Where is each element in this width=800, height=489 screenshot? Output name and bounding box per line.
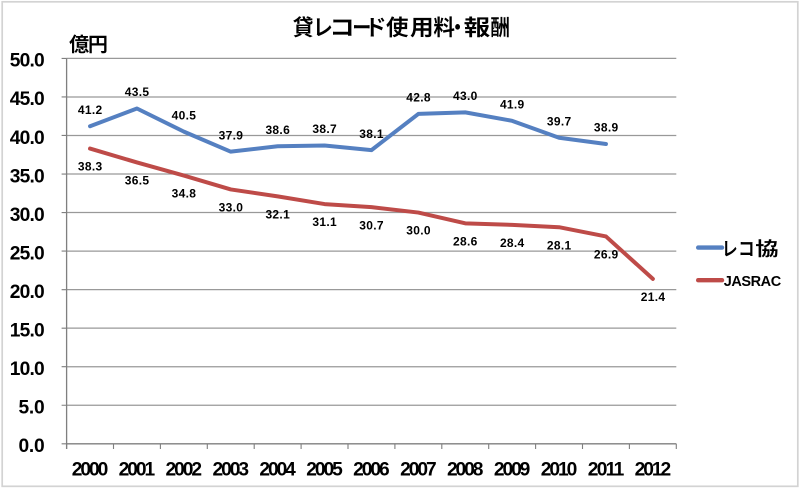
svg-text:25.0: 25.0 <box>10 243 45 264</box>
svg-text:2006: 2006 <box>353 460 390 481</box>
svg-text:2011: 2011 <box>588 460 625 481</box>
svg-text:41.9: 41.9 <box>500 98 525 112</box>
svg-text:30.0: 30.0 <box>406 224 431 238</box>
svg-text:41.2: 41.2 <box>78 103 103 117</box>
svg-text:36.5: 36.5 <box>125 174 150 188</box>
svg-text:30.7: 30.7 <box>359 218 384 232</box>
svg-text:10.0: 10.0 <box>10 359 45 380</box>
svg-text:28.1: 28.1 <box>547 238 572 252</box>
svg-text:2001: 2001 <box>119 460 156 481</box>
svg-text:32.1: 32.1 <box>265 208 290 222</box>
svg-text:2003: 2003 <box>213 460 249 481</box>
svg-text:37.9: 37.9 <box>219 128 244 142</box>
svg-text:2002: 2002 <box>166 460 203 481</box>
svg-text:0.0: 0.0 <box>19 436 45 457</box>
svg-text:31.1: 31.1 <box>312 215 337 229</box>
svg-text:40.5: 40.5 <box>172 108 197 122</box>
svg-text:40.0: 40.0 <box>10 128 45 149</box>
svg-text:28.4: 28.4 <box>500 236 525 250</box>
svg-text:38.3: 38.3 <box>78 160 103 174</box>
svg-text:20.0: 20.0 <box>10 282 45 303</box>
svg-text:38.7: 38.7 <box>312 122 337 136</box>
svg-text:2010: 2010 <box>541 460 578 481</box>
svg-text:43.5: 43.5 <box>125 85 150 99</box>
svg-text:38.9: 38.9 <box>594 121 619 135</box>
svg-text:33.0: 33.0 <box>219 201 244 215</box>
svg-text:43.0: 43.0 <box>453 89 478 103</box>
svg-text:26.9: 26.9 <box>594 248 619 262</box>
svg-text:2007: 2007 <box>400 460 437 481</box>
svg-text:2000: 2000 <box>72 460 109 481</box>
svg-text:2005: 2005 <box>306 460 343 481</box>
svg-text:2009: 2009 <box>494 460 531 481</box>
svg-text:50.0: 50.0 <box>10 51 45 72</box>
svg-text:42.8: 42.8 <box>406 91 431 105</box>
svg-text:39.7: 39.7 <box>547 115 572 129</box>
svg-text:30.0: 30.0 <box>10 205 45 226</box>
svg-text:34.8: 34.8 <box>172 187 197 201</box>
svg-text:21.4: 21.4 <box>641 290 666 304</box>
svg-text:5.0: 5.0 <box>19 398 45 419</box>
svg-text:45.0: 45.0 <box>10 89 45 110</box>
svg-text:38.6: 38.6 <box>265 123 290 137</box>
svg-text:2004: 2004 <box>259 460 296 481</box>
svg-text:JASRAC: JASRAC <box>724 274 782 290</box>
svg-text:15.0: 15.0 <box>10 321 45 342</box>
svg-text:28.6: 28.6 <box>453 235 478 249</box>
svg-text:35.0: 35.0 <box>10 166 45 187</box>
svg-text:38.1: 38.1 <box>359 127 384 141</box>
svg-text:2008: 2008 <box>447 460 484 481</box>
svg-text:2012: 2012 <box>635 460 672 481</box>
